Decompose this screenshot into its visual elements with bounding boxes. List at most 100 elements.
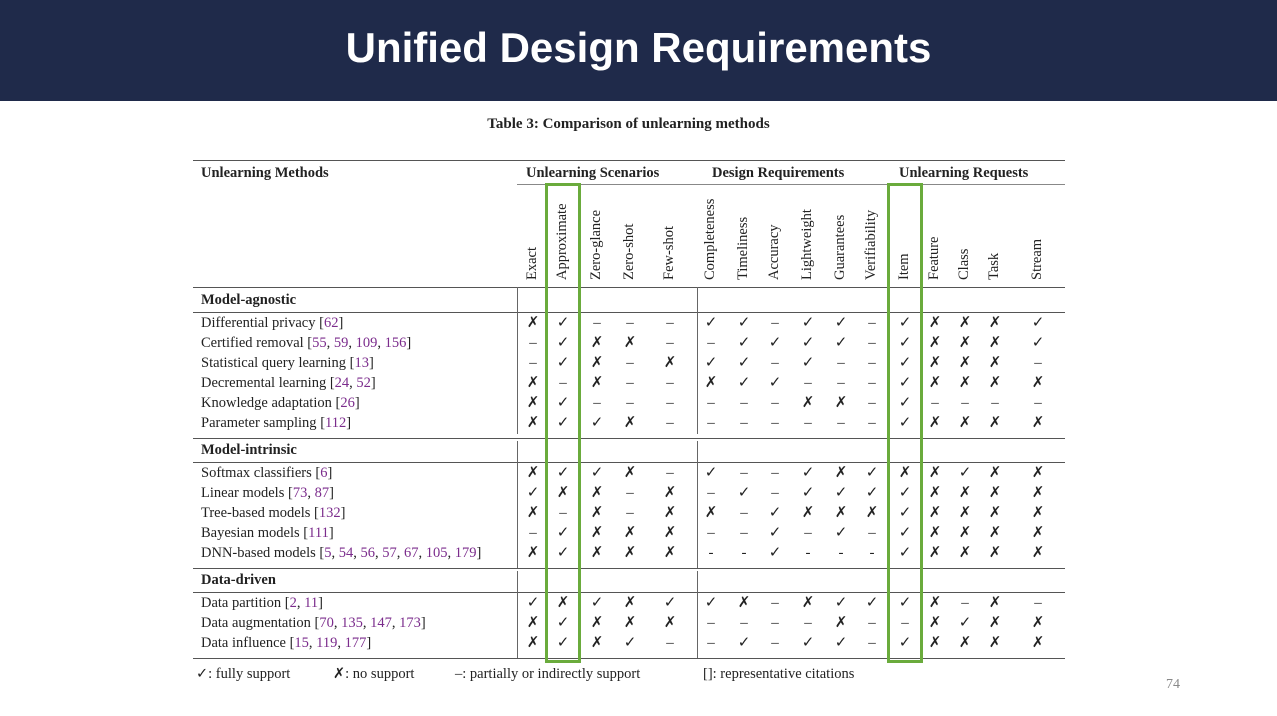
support-cell: ✗ bbox=[988, 355, 1002, 371]
support-cell: ✗ bbox=[623, 415, 637, 431]
support-cell: ✓ bbox=[898, 595, 912, 611]
support-cell: – bbox=[804, 375, 812, 391]
support-cell: – bbox=[707, 485, 715, 501]
support-cell: – bbox=[901, 615, 909, 631]
support-cell: – bbox=[837, 375, 845, 391]
support-cell: – bbox=[837, 415, 845, 431]
citation-link[interactable]: 55 bbox=[312, 335, 327, 351]
table-row-method: Bayesian models [111] bbox=[201, 525, 334, 541]
citation-link[interactable]: 109 bbox=[355, 335, 378, 351]
support-cell: ✗ bbox=[928, 375, 942, 391]
citation-link[interactable]: 59 bbox=[333, 335, 349, 351]
support-cell: ✓ bbox=[834, 485, 848, 501]
page-number: 74 bbox=[1166, 677, 1180, 692]
support-cell: – bbox=[529, 355, 537, 371]
support-cell: – bbox=[1034, 395, 1042, 411]
citation-link[interactable]: 112 bbox=[325, 415, 347, 431]
table-caption: Table 3: Comparison of unlearning method… bbox=[487, 116, 770, 132]
citation-link[interactable]: 15 bbox=[294, 635, 309, 651]
support-cell: ✗ bbox=[663, 505, 677, 521]
support-cell: – bbox=[771, 485, 779, 501]
support-cell: ✗ bbox=[928, 335, 942, 351]
support-cell: ✓ bbox=[556, 355, 570, 371]
support-cell: ✓ bbox=[704, 465, 718, 481]
citation-link[interactable]: 26 bbox=[340, 395, 355, 411]
support-cell: ✓ bbox=[865, 465, 879, 481]
support-cell: ✓ bbox=[768, 335, 782, 351]
citation-link[interactable]: 132 bbox=[318, 505, 341, 521]
support-cell: ✗ bbox=[663, 355, 677, 371]
support-cell: ✗ bbox=[704, 375, 718, 391]
citation-link[interactable]: 5 bbox=[324, 545, 332, 561]
citation-link[interactable]: 147 bbox=[370, 615, 392, 631]
support-cell: ✓ bbox=[663, 595, 677, 611]
method-name: Linear models bbox=[201, 485, 285, 501]
support-cell: – bbox=[931, 395, 939, 411]
support-cell: ✓ bbox=[556, 615, 570, 631]
support-cell: ✗ bbox=[1031, 465, 1045, 481]
table-row-method: DNN-based models [5, 54, 56, 57, 67, 105… bbox=[201, 545, 482, 561]
column-header-zero-glance: Zero-glance bbox=[588, 209, 604, 280]
support-cell: ✗ bbox=[928, 315, 942, 331]
citation-link[interactable]: 13 bbox=[354, 355, 369, 371]
citation-link[interactable]: 52 bbox=[356, 375, 371, 391]
method-header: Unlearning Methods bbox=[201, 165, 329, 181]
citation-link[interactable]: 173 bbox=[399, 615, 421, 631]
citation-link[interactable]: 177 bbox=[344, 635, 367, 651]
citation-link[interactable]: 54 bbox=[338, 545, 354, 561]
citation-link[interactable]: 119 bbox=[316, 635, 338, 651]
support-cell: ✗ bbox=[988, 375, 1002, 391]
method-name: Parameter sampling bbox=[201, 415, 317, 431]
citation-link[interactable]: 105 bbox=[425, 545, 448, 561]
support-cell: ✗ bbox=[958, 375, 972, 391]
citation-link[interactable]: 57 bbox=[382, 545, 397, 561]
citation-link[interactable]: 67 bbox=[404, 545, 419, 561]
support-cell: ✓ bbox=[801, 315, 815, 331]
table-row-method: Tree-based models [132] bbox=[201, 505, 346, 521]
support-cell: – bbox=[837, 355, 845, 371]
support-cell: ✓ bbox=[590, 465, 604, 481]
citation-link[interactable]: 24 bbox=[334, 375, 350, 391]
support-cell: – bbox=[626, 375, 634, 391]
support-cell: ✗ bbox=[590, 615, 604, 631]
citation-link[interactable]: 87 bbox=[314, 485, 330, 501]
support-cell: – bbox=[771, 465, 779, 481]
support-cell: – bbox=[771, 315, 779, 331]
citation-link[interactable]: 70 bbox=[319, 615, 334, 631]
support-cell: ✓ bbox=[737, 375, 751, 391]
method-name: DNN-based models bbox=[201, 545, 316, 561]
column-header-verifiability: Verifiability bbox=[863, 209, 879, 280]
support-cell: – bbox=[991, 395, 999, 411]
method-name: Knowledge adaptation bbox=[201, 395, 332, 411]
citation-link[interactable]: 11 bbox=[304, 595, 319, 611]
citation-link[interactable]: 156 bbox=[384, 335, 407, 351]
citation-link[interactable]: 6 bbox=[320, 465, 328, 481]
table-row-method: Data partition [2, 11] bbox=[201, 595, 323, 611]
support-cell: ✗ bbox=[834, 615, 848, 631]
citation-link[interactable]: 62 bbox=[323, 315, 339, 331]
citation-link[interactable]: 135 bbox=[341, 615, 363, 631]
table-row-method: Certified removal [55, 59, 109, 156] bbox=[201, 335, 412, 351]
support-cell: – bbox=[559, 505, 567, 521]
table-row-method: Decremental learning [24, 52] bbox=[201, 375, 376, 391]
support-cell: ✓ bbox=[898, 355, 912, 371]
support-cell: ✗ bbox=[526, 465, 540, 481]
rule-line bbox=[193, 160, 1065, 161]
support-cell: ✓ bbox=[737, 635, 751, 651]
support-cell: ✗ bbox=[958, 335, 972, 351]
citation-link[interactable]: 111 bbox=[308, 525, 329, 541]
support-cell: ✓ bbox=[958, 615, 972, 631]
support-cell: ✗ bbox=[1031, 415, 1045, 431]
support-cell: ✗ bbox=[988, 415, 1002, 431]
support-cell: – bbox=[666, 335, 674, 351]
support-cell: – bbox=[626, 485, 634, 501]
rule-line bbox=[193, 438, 1065, 439]
support-cell: ✗ bbox=[928, 545, 942, 561]
legend-item: ✓: fully support bbox=[196, 666, 291, 682]
citation-link[interactable]: 2 bbox=[289, 595, 297, 611]
support-cell: ✗ bbox=[1031, 505, 1045, 521]
citation-link[interactable]: 73 bbox=[292, 485, 308, 501]
support-cell: ✗ bbox=[663, 525, 677, 541]
citation-link[interactable]: 179 bbox=[454, 545, 477, 561]
citation-link[interactable]: 56 bbox=[360, 545, 376, 561]
